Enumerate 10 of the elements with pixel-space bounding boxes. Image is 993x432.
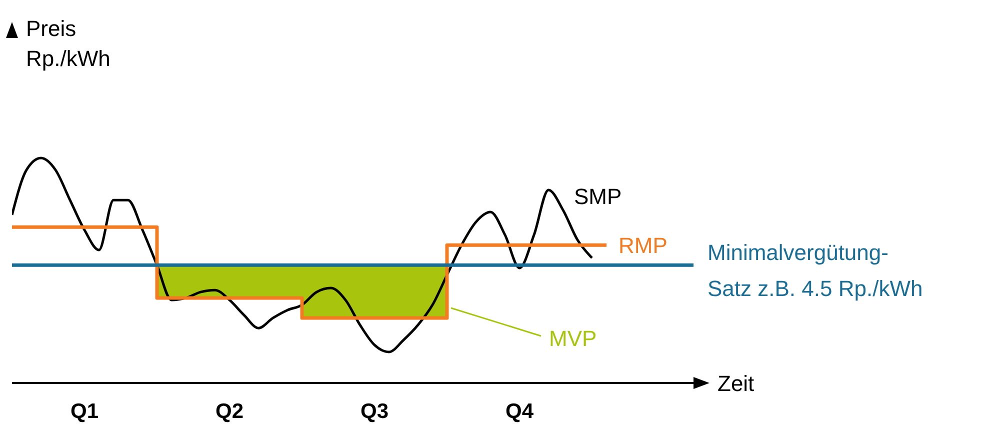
x-tick-label: Q1 xyxy=(70,400,99,423)
x-tick-label: Q2 xyxy=(215,400,244,423)
ref-line-label: Minimalvergütung-Satz z.B. 4.5 Rp./kWh xyxy=(708,239,924,304)
series-label: RMP xyxy=(618,233,668,258)
x-tick-label: Q3 xyxy=(360,400,389,423)
text: MVP xyxy=(549,326,597,351)
x-axis-title: Zeit xyxy=(718,371,754,396)
y-axis-title: Preis Rp./kWh xyxy=(26,15,112,73)
x-tick-label: Q4 xyxy=(505,400,534,423)
series-label: SMP xyxy=(574,184,622,209)
